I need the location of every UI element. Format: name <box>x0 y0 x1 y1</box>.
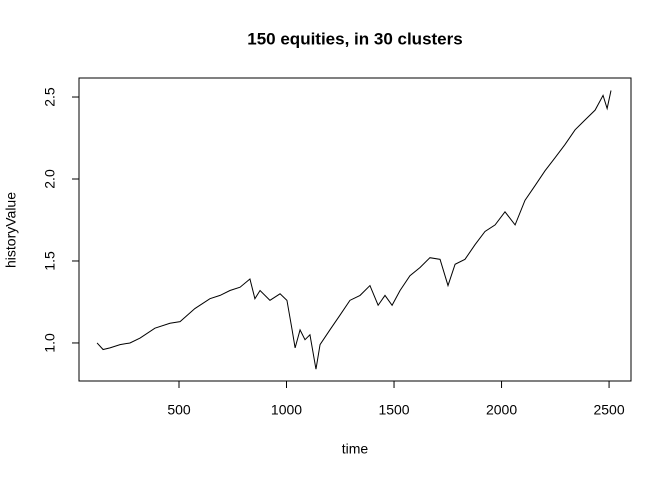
x-axis-label: time <box>342 441 369 457</box>
y-tick-label: 1.5 <box>42 251 58 271</box>
x-tick-label: 500 <box>167 402 191 418</box>
y-tick-label: 1.0 <box>42 333 58 353</box>
x-tick-label: 1500 <box>378 402 409 418</box>
y-axis-label: historyValue <box>3 192 19 268</box>
y-tick-label: 2.5 <box>42 87 58 107</box>
x-tick-label: 1000 <box>271 402 302 418</box>
x-tick-label: 2500 <box>593 402 624 418</box>
plot-box <box>78 77 632 382</box>
chart-title: 150 equities, in 30 clusters <box>247 29 462 48</box>
series-line <box>96 90 612 370</box>
y-tick-label: 2.0 <box>42 169 58 189</box>
x-tick-label: 2000 <box>486 402 517 418</box>
